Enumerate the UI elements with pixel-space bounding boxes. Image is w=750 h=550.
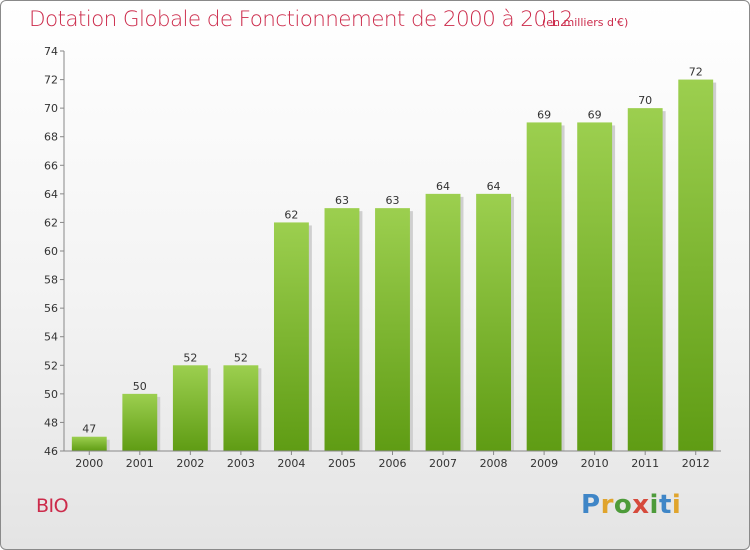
bar bbox=[223, 365, 259, 451]
y-tick-label: 68 bbox=[44, 131, 58, 144]
x-tick-label: 2006 bbox=[379, 457, 407, 470]
x-tick-label: 2005 bbox=[328, 457, 356, 470]
y-axis: 46 48 50 52 54 56 58 60 62 64 66 68 70 72 74 bbox=[44, 45, 65, 458]
chart-title: Dotation Globale de Fonctionnement de 20… bbox=[29, 7, 573, 32]
bar-value-label: 69 bbox=[588, 108, 602, 121]
y-tick-label: 50 bbox=[44, 388, 58, 401]
bar-value-label: 62 bbox=[284, 208, 298, 221]
y-tick-label: 58 bbox=[44, 274, 58, 287]
y-tick-label: 52 bbox=[44, 359, 58, 372]
proxiti-logo: Proxiti bbox=[581, 490, 682, 520]
y-tick-label: 54 bbox=[44, 331, 58, 344]
bar-value-label: 69 bbox=[537, 108, 551, 121]
x-axis: 2000 2001 2002 2003 2004 2005 2006 2007 2008 2009… bbox=[64, 450, 721, 470]
bar bbox=[172, 365, 208, 451]
bar bbox=[273, 222, 309, 451]
x-tick-label: 2011 bbox=[631, 457, 659, 470]
bar bbox=[425, 193, 461, 451]
x-tick-label: 2008 bbox=[480, 457, 508, 470]
bar-value-label: 64 bbox=[487, 180, 501, 193]
y-tick-label: 56 bbox=[44, 302, 58, 315]
x-tick-label: 2002 bbox=[176, 457, 204, 470]
y-tick-label: 74 bbox=[44, 45, 58, 58]
bar-value-label: 52 bbox=[234, 351, 248, 364]
x-tick-label: 2007 bbox=[429, 457, 457, 470]
y-tick-label: 62 bbox=[44, 216, 58, 229]
y-tick-label: 70 bbox=[44, 102, 58, 115]
bar bbox=[577, 122, 613, 451]
x-tick-label: 2001 bbox=[126, 457, 154, 470]
bar bbox=[324, 208, 360, 451]
x-tick-label: 2012 bbox=[682, 457, 710, 470]
commune-name: BIO bbox=[36, 495, 69, 517]
x-tick-label: 2010 bbox=[581, 457, 609, 470]
x-tick-label: 2000 bbox=[75, 457, 103, 470]
bar-value-label: 50 bbox=[133, 380, 147, 393]
y-tick-label: 66 bbox=[44, 159, 58, 172]
bar bbox=[627, 108, 663, 452]
bar-value-label: 63 bbox=[335, 194, 349, 207]
bar-value-label: 64 bbox=[436, 180, 450, 193]
bar bbox=[526, 122, 562, 451]
y-tick-label: 60 bbox=[44, 245, 58, 258]
bar bbox=[122, 393, 158, 451]
x-tick-label: 2009 bbox=[530, 457, 558, 470]
bar bbox=[476, 193, 512, 451]
bar bbox=[375, 208, 410, 451]
bar-value-label: 52 bbox=[183, 351, 197, 364]
y-tick-label: 64 bbox=[44, 188, 58, 201]
bars: 47 50 52 52 62 63 63 64 64 69 69 70 72 bbox=[71, 66, 717, 452]
y-tick-label: 72 bbox=[44, 74, 58, 87]
bar-value-label: 70 bbox=[638, 94, 652, 107]
bar bbox=[678, 79, 714, 452]
bar-value-label: 72 bbox=[689, 66, 703, 79]
bar bbox=[71, 436, 107, 451]
x-tick-label: 2004 bbox=[277, 457, 305, 470]
y-tick-label: 46 bbox=[44, 445, 58, 458]
chart-subtitle: (en milliers d'€) bbox=[542, 16, 629, 29]
bar-value-label: 63 bbox=[386, 194, 400, 207]
bar-value-label: 47 bbox=[82, 423, 96, 436]
y-tick-label: 48 bbox=[44, 416, 58, 429]
x-tick-label: 2003 bbox=[227, 457, 255, 470]
